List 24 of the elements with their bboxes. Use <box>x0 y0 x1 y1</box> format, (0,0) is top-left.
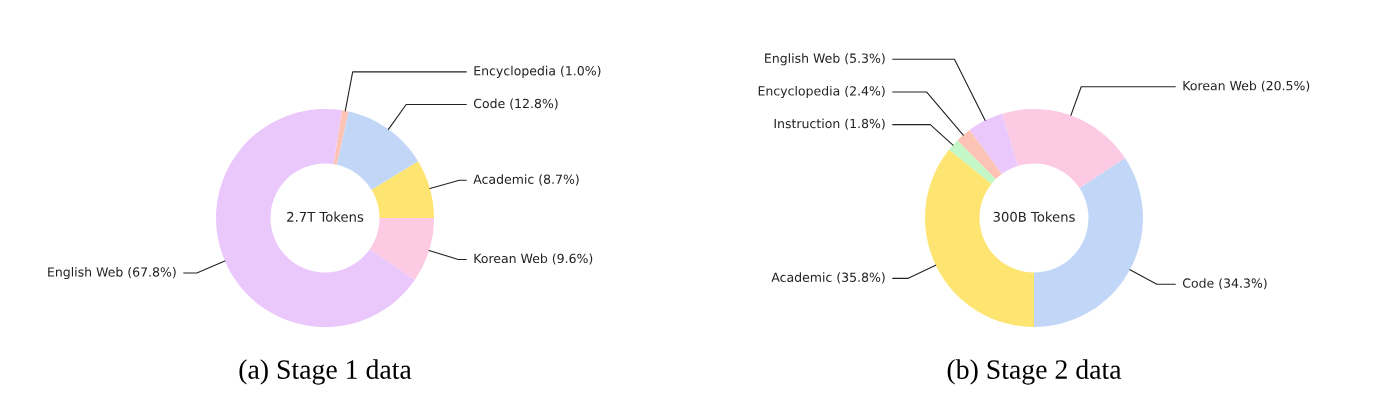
donut-slice <box>336 111 419 190</box>
slice-label: Academic (8.7%) <box>473 174 579 186</box>
donut-slice <box>969 113 1018 174</box>
donut-slice <box>1001 109 1126 189</box>
slice-label: Encyclopedia (1.0%) <box>474 65 601 78</box>
slice-label: Instruction (1.8%) <box>774 118 885 130</box>
donut-slice <box>216 109 415 327</box>
slice-label: Code (12.8%) <box>473 98 558 110</box>
text: (b) Stage 2 data <box>947 359 1122 385</box>
donut-slice <box>371 161 434 218</box>
slice-label: Korean Web (9.6%) <box>474 253 593 265</box>
slice-label: Code (34.3%) <box>1182 278 1267 290</box>
donut-slice <box>369 218 434 280</box>
slice-label: English Web (67.8%) <box>48 267 176 280</box>
slice-label: Encyclopedia (2.4%) <box>758 85 885 99</box>
donut-slice <box>957 129 1002 180</box>
text: 2.7T Tokens <box>287 211 364 222</box>
donut-slice <box>333 110 349 165</box>
donut-slice <box>948 140 996 184</box>
text: (a) Stage 1 data <box>239 359 412 385</box>
slice-label: English Web (5.3%) <box>765 53 885 66</box>
slice-label: Academic (35.8%) <box>771 272 885 284</box>
text: 300B Tokens <box>993 211 1075 222</box>
slice-label: Korean Web (20.5%) <box>1183 80 1310 92</box>
